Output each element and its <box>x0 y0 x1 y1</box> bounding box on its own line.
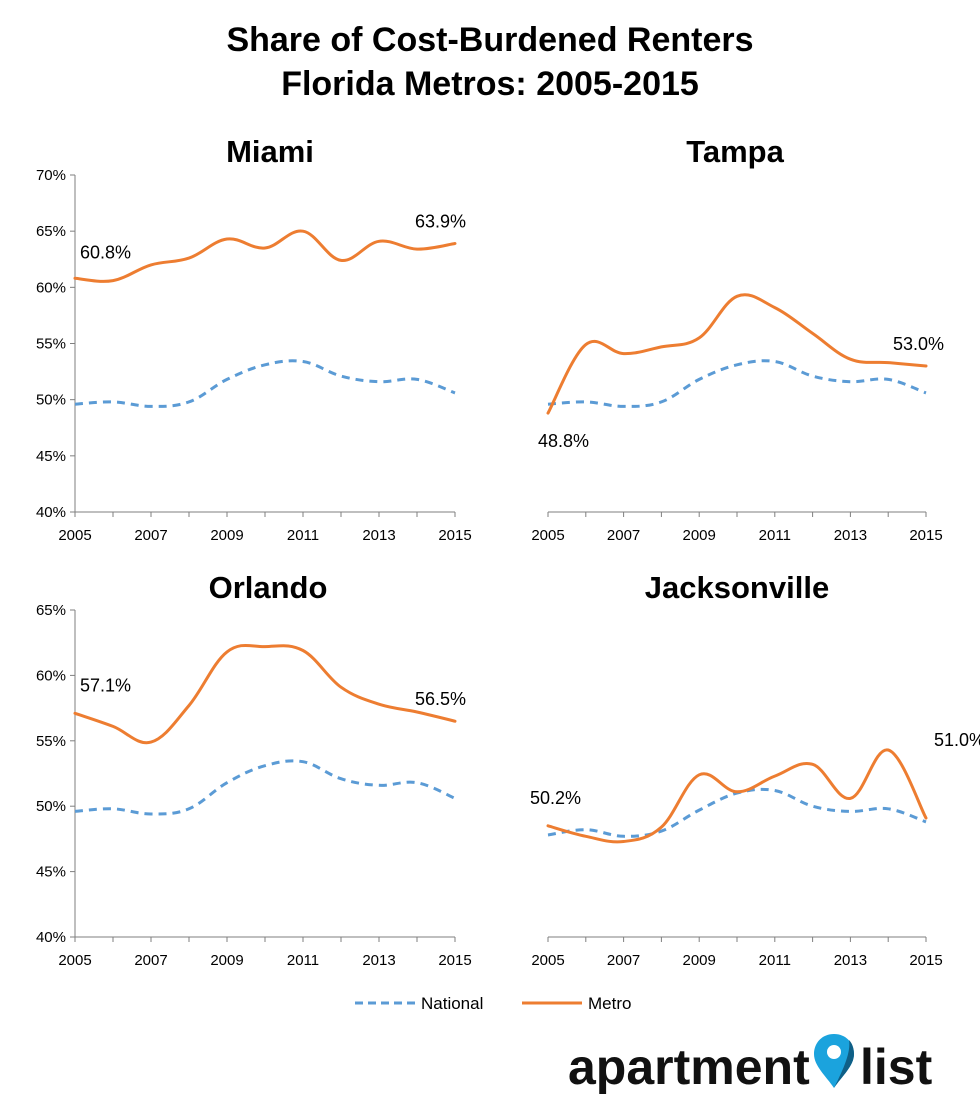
y-tick-label: 65% <box>36 602 66 619</box>
y-tick-label: 45% <box>36 448 66 465</box>
x-tick-label: 2007 <box>134 952 167 969</box>
x-tick-label: 2015 <box>909 952 942 969</box>
brand-word-apartment: apartment <box>568 1039 810 1094</box>
x-tick-label: 2009 <box>210 527 243 544</box>
y-tick-label: 45% <box>36 864 66 881</box>
legend-national-label: National <box>421 994 483 1013</box>
x-tick-label: 2007 <box>607 952 640 969</box>
x-tick-label: 2009 <box>210 952 243 969</box>
national-series-line <box>547 787 927 838</box>
x-tick-label: 2013 <box>362 527 395 544</box>
chart-title-line-2: Florida Metros: 2005-2015 <box>281 65 699 103</box>
y-tick-label: 55% <box>36 336 66 353</box>
data-label: 50.2% <box>530 788 581 808</box>
data-label: 48.8% <box>538 431 589 451</box>
y-tick-label: 60% <box>36 667 66 684</box>
data-label: 51.0% <box>934 730 980 750</box>
y-tick-label: 50% <box>36 798 66 815</box>
x-tick-label: 2009 <box>683 527 716 544</box>
x-tick-label: 2013 <box>834 527 867 544</box>
x-tick-label: 2013 <box>834 952 867 969</box>
brand-logo: apartment list <box>568 1034 933 1094</box>
metro-series-line <box>546 748 928 844</box>
data-label: 53.0% <box>893 334 944 354</box>
national-series-line <box>547 359 927 408</box>
metro-series-line <box>73 643 457 745</box>
y-tick-label: 65% <box>36 223 66 240</box>
y-tick-label: 40% <box>36 504 66 521</box>
x-tick-label: 2011 <box>759 952 791 969</box>
panel-title-miami: Miami <box>226 134 314 169</box>
data-label: 56.5% <box>415 689 466 709</box>
map-pin-icon <box>814 1034 854 1088</box>
x-tick-label: 2007 <box>134 527 167 544</box>
x-tick-label: 2007 <box>607 527 640 544</box>
y-tick-label: 55% <box>36 733 66 750</box>
panel-jacksonville: Jacksonville 2005 2007 2009 2011 2013 2015 50.2… <box>530 570 980 969</box>
legend-metro-label: Metro <box>588 994 631 1013</box>
national-series-line <box>74 359 456 408</box>
data-label: 60.8% <box>80 242 131 262</box>
x-tick-label: 2005 <box>531 952 564 969</box>
panel-title-jacksonville: Jacksonville <box>645 570 829 605</box>
y-tick-label: 50% <box>36 392 66 409</box>
x-tick-label: 2005 <box>58 952 91 969</box>
x-tick-label: 2009 <box>683 952 716 969</box>
x-tick-label: 2015 <box>909 527 942 544</box>
panel-title-tampa: Tampa <box>686 134 784 169</box>
y-tick-label: 70% <box>36 167 66 184</box>
panel-orlando: Orlando 40% 45% 50% 55% 60% 65% 2005 2007 2009 201… <box>36 570 472 969</box>
chart-title-line-1: Share of Cost-Burdened Renters <box>226 21 754 59</box>
brand-word-list: list <box>860 1039 933 1094</box>
x-tick-label: 2011 <box>287 527 319 544</box>
chart-title: Share of Cost-Burdened Renters Florida M… <box>0 18 980 106</box>
data-label: 57.1% <box>80 675 131 695</box>
metro-series-line <box>546 293 928 415</box>
legend: National Metro <box>355 994 631 1013</box>
panel-miami: Miami 40% 45% 50% 55% 60% 65% 70% 2005 2007 2009 20… <box>36 134 472 544</box>
x-tick-label: 2015 <box>438 952 471 969</box>
x-tick-label: 2005 <box>531 527 564 544</box>
y-tick-label: 40% <box>36 929 66 946</box>
panel-tampa: Tampa 2005 2007 2009 2011 2013 2015 48.8% 53.0% <box>531 134 944 544</box>
y-tick-label: 60% <box>36 279 66 296</box>
x-tick-label: 2005 <box>58 527 91 544</box>
x-tick-label: 2015 <box>438 527 471 544</box>
national-series-line <box>74 759 456 816</box>
x-tick-label: 2011 <box>759 527 791 544</box>
x-tick-label: 2011 <box>287 952 319 969</box>
x-tick-label: 2013 <box>362 952 395 969</box>
metro-series-line <box>73 229 457 283</box>
panel-title-orlando: Orlando <box>209 570 328 605</box>
data-label: 63.9% <box>415 212 466 232</box>
